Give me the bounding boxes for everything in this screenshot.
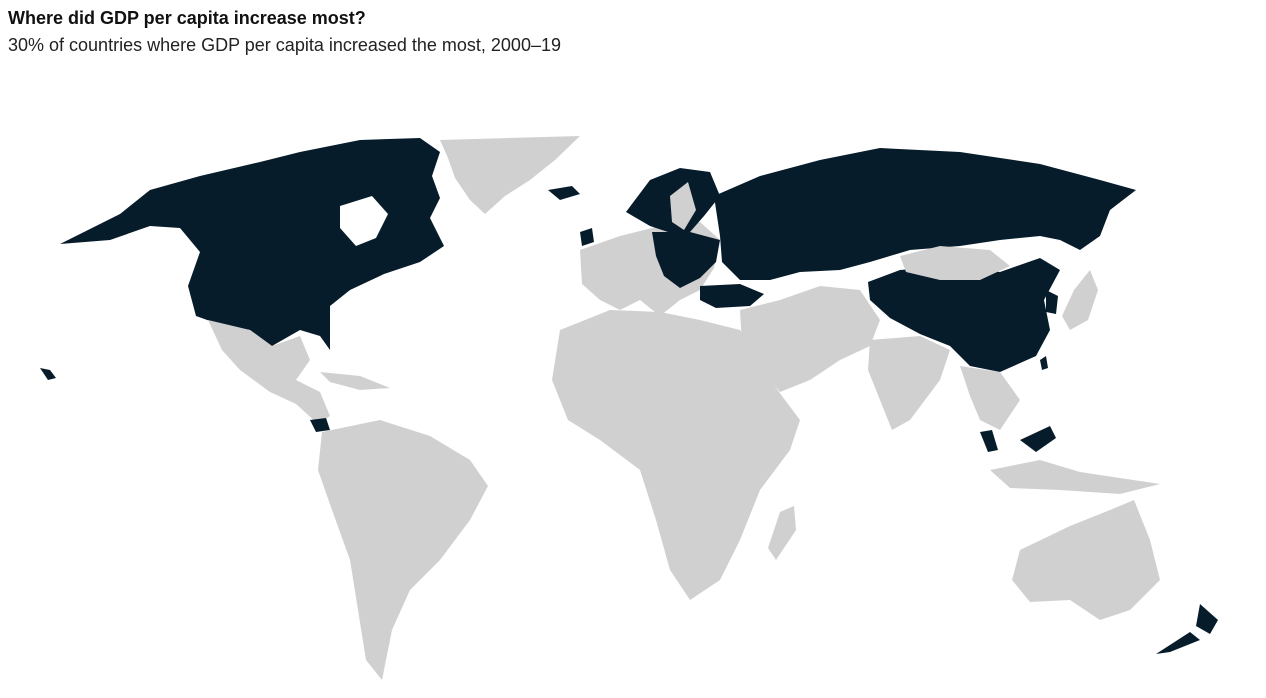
region-mongolia — [900, 246, 1010, 280]
region-ireland — [580, 228, 594, 246]
map-subtitle: 30% of countries where GDP per capita in… — [8, 35, 561, 55]
region-taiwan — [1040, 356, 1048, 370]
region-malaysia — [980, 426, 1056, 452]
region-panama — [310, 418, 330, 432]
region-india — [868, 336, 950, 430]
region-korea — [1046, 290, 1058, 314]
region-middle-east — [740, 286, 880, 392]
region-north-america — [60, 138, 444, 350]
region-new-zealand — [1156, 604, 1218, 654]
region-russia — [714, 148, 1136, 280]
region-mexico — [208, 320, 330, 424]
hudson-bay — [340, 196, 388, 246]
region-caribbean — [320, 372, 390, 390]
region-indonesia — [990, 460, 1160, 494]
region-australia — [1012, 500, 1160, 620]
region-turkey — [700, 284, 764, 308]
region-china — [868, 258, 1060, 372]
region-madagascar — [768, 506, 796, 560]
region-greenland — [440, 136, 580, 214]
region-hawaii — [40, 368, 56, 380]
region-iceland — [548, 186, 580, 200]
region-sweden — [670, 182, 696, 230]
region-eastern-europe — [652, 232, 720, 288]
region-africa — [552, 310, 800, 600]
region-south-america — [318, 420, 488, 680]
map-title: Where did GDP per capita increase most? — [8, 8, 366, 28]
region-southeast-asia — [960, 366, 1020, 430]
region-japan — [1062, 270, 1098, 330]
